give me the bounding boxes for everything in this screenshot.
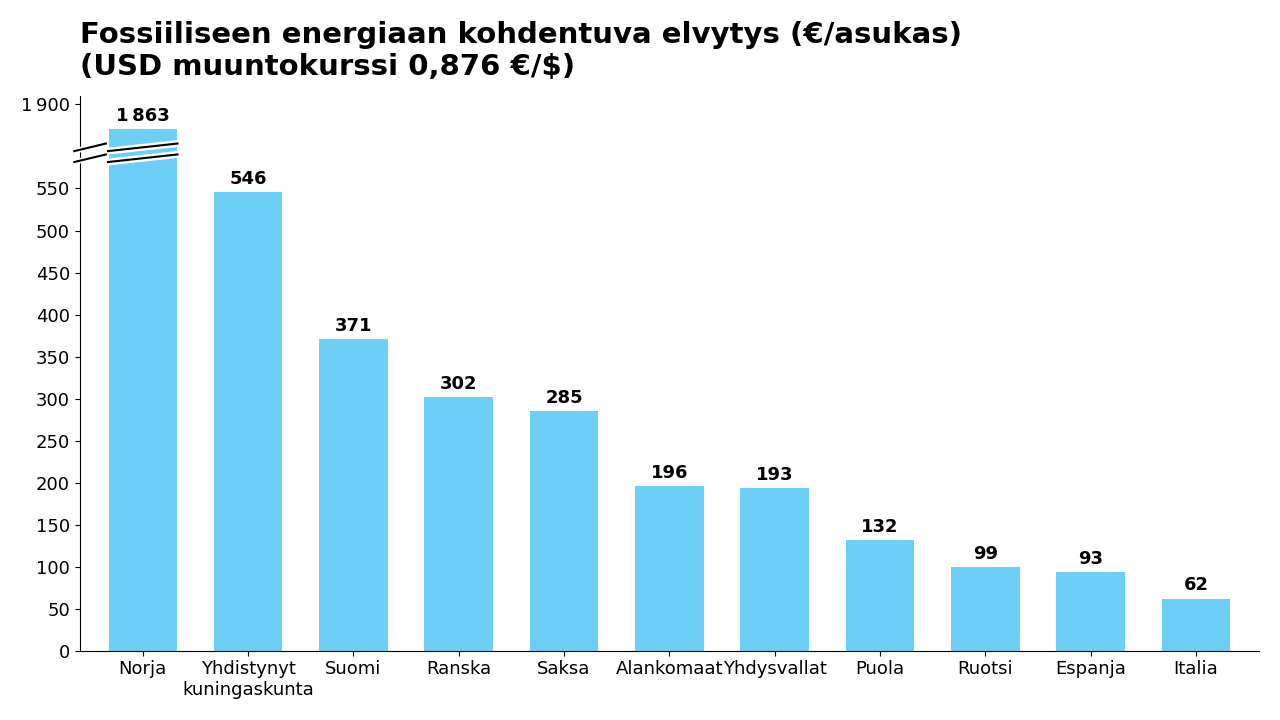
Text: 546: 546 <box>229 170 266 188</box>
Text: 371: 371 <box>334 317 372 335</box>
Bar <box>1162 598 1230 651</box>
Bar <box>425 397 493 651</box>
Text: Fossiiliseen energiaan kohdentuva elvytys (€/asukas)
(USD muuntokurssi 0,876 €/$: Fossiiliseen energiaan kohdentuva elvyty… <box>79 21 961 81</box>
Text: 302: 302 <box>440 374 477 392</box>
Text: 1 863: 1 863 <box>116 107 170 125</box>
Bar <box>319 339 388 651</box>
Bar <box>740 488 809 651</box>
Bar <box>214 192 283 651</box>
Text: 99: 99 <box>973 545 998 563</box>
Text: 193: 193 <box>756 467 794 485</box>
Text: 62: 62 <box>1184 576 1208 594</box>
Bar <box>951 567 1020 651</box>
Bar <box>530 411 598 651</box>
Bar <box>109 130 177 651</box>
Bar <box>846 540 914 651</box>
Bar <box>1056 572 1125 651</box>
Text: 93: 93 <box>1078 550 1103 568</box>
Text: 196: 196 <box>650 464 689 482</box>
Text: 132: 132 <box>861 518 899 536</box>
Bar <box>635 486 704 651</box>
Text: 285: 285 <box>545 389 582 407</box>
